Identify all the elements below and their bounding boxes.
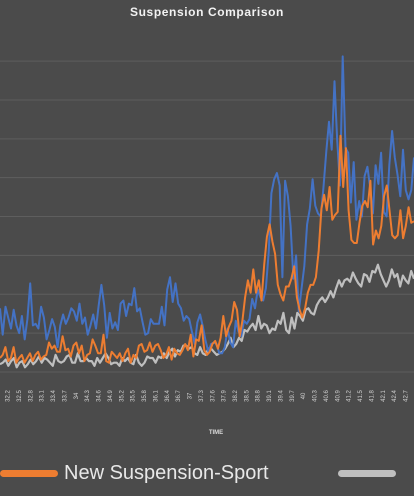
x-tick-label-5: 33.7 <box>62 390 68 402</box>
x-tick-label-35: 42.7 <box>404 390 410 402</box>
x-tick-label-8: 34.6 <box>97 390 103 402</box>
x-tick-label-6: 34 <box>74 392 80 399</box>
x-axis-label: TIME <box>208 430 224 436</box>
x-tick-label-4: 33.4 <box>51 390 57 402</box>
x-tick-label-15: 36.7 <box>176 390 182 402</box>
legend-item-sport: New Suspension-Sport <box>0 458 269 488</box>
x-tick-label-11: 35.5 <box>131 390 137 402</box>
x-tick-label-23: 39.1 <box>267 390 273 402</box>
x-tick-label-12: 35.8 <box>142 390 148 402</box>
x-tick-label-19: 37.9 <box>222 390 228 402</box>
x-tick-label-29: 40.9 <box>335 390 341 402</box>
x-tick-label-28: 40.6 <box>324 390 330 402</box>
x-tick-label-9: 34.9 <box>108 390 114 402</box>
series-line-0 <box>0 55 414 355</box>
x-tick-label-34: 42.4 <box>392 390 398 402</box>
x-tick-label-14: 36.4 <box>165 390 171 402</box>
x-tick-label-31: 41.5 <box>358 390 364 402</box>
x-tick-label-17: 37.3 <box>199 390 205 402</box>
x-tick-label-21: 38.5 <box>244 390 250 402</box>
x-tick-label-16: 37 <box>188 392 194 399</box>
x-tick-label-7: 34.3 <box>85 390 91 402</box>
legend-swatch-gray <box>338 469 396 477</box>
x-tick-label-2: 32.8 <box>28 390 34 402</box>
x-tick-label-32: 41.8 <box>369 390 375 402</box>
legend-swatch-sport <box>0 469 58 477</box>
x-tick-label-30: 41.2 <box>347 390 353 402</box>
x-tick-label-22: 38.8 <box>256 390 262 402</box>
x-tick-label-24: 39.4 <box>278 390 284 402</box>
legend-item-gray <box>338 458 402 488</box>
legend-label-sport: New Suspension-Sport <box>64 461 269 484</box>
x-tick-label-0: 32.2 <box>6 390 12 402</box>
x-tick-label-10: 35.2 <box>119 390 125 402</box>
x-tick-label-18: 37.6 <box>210 390 216 402</box>
legend: New Suspension-Sport <box>0 458 414 488</box>
x-tick-label-26: 40 <box>301 392 307 399</box>
x-tick-label-33: 42.1 <box>381 390 387 402</box>
series-line-1 <box>0 134 414 364</box>
x-tick-label-25: 39.7 <box>290 390 296 402</box>
series-line-2 <box>0 263 414 369</box>
x-tick-label-3: 33.1 <box>40 390 46 402</box>
x-tick-label-13: 36.1 <box>153 390 159 402</box>
chart-title: Suspension Comparison <box>130 5 284 19</box>
x-tick-label-20: 38.2 <box>233 390 239 402</box>
x-tick-label-27: 40.3 <box>313 390 319 402</box>
x-tick-label-1: 32.5 <box>17 390 23 402</box>
